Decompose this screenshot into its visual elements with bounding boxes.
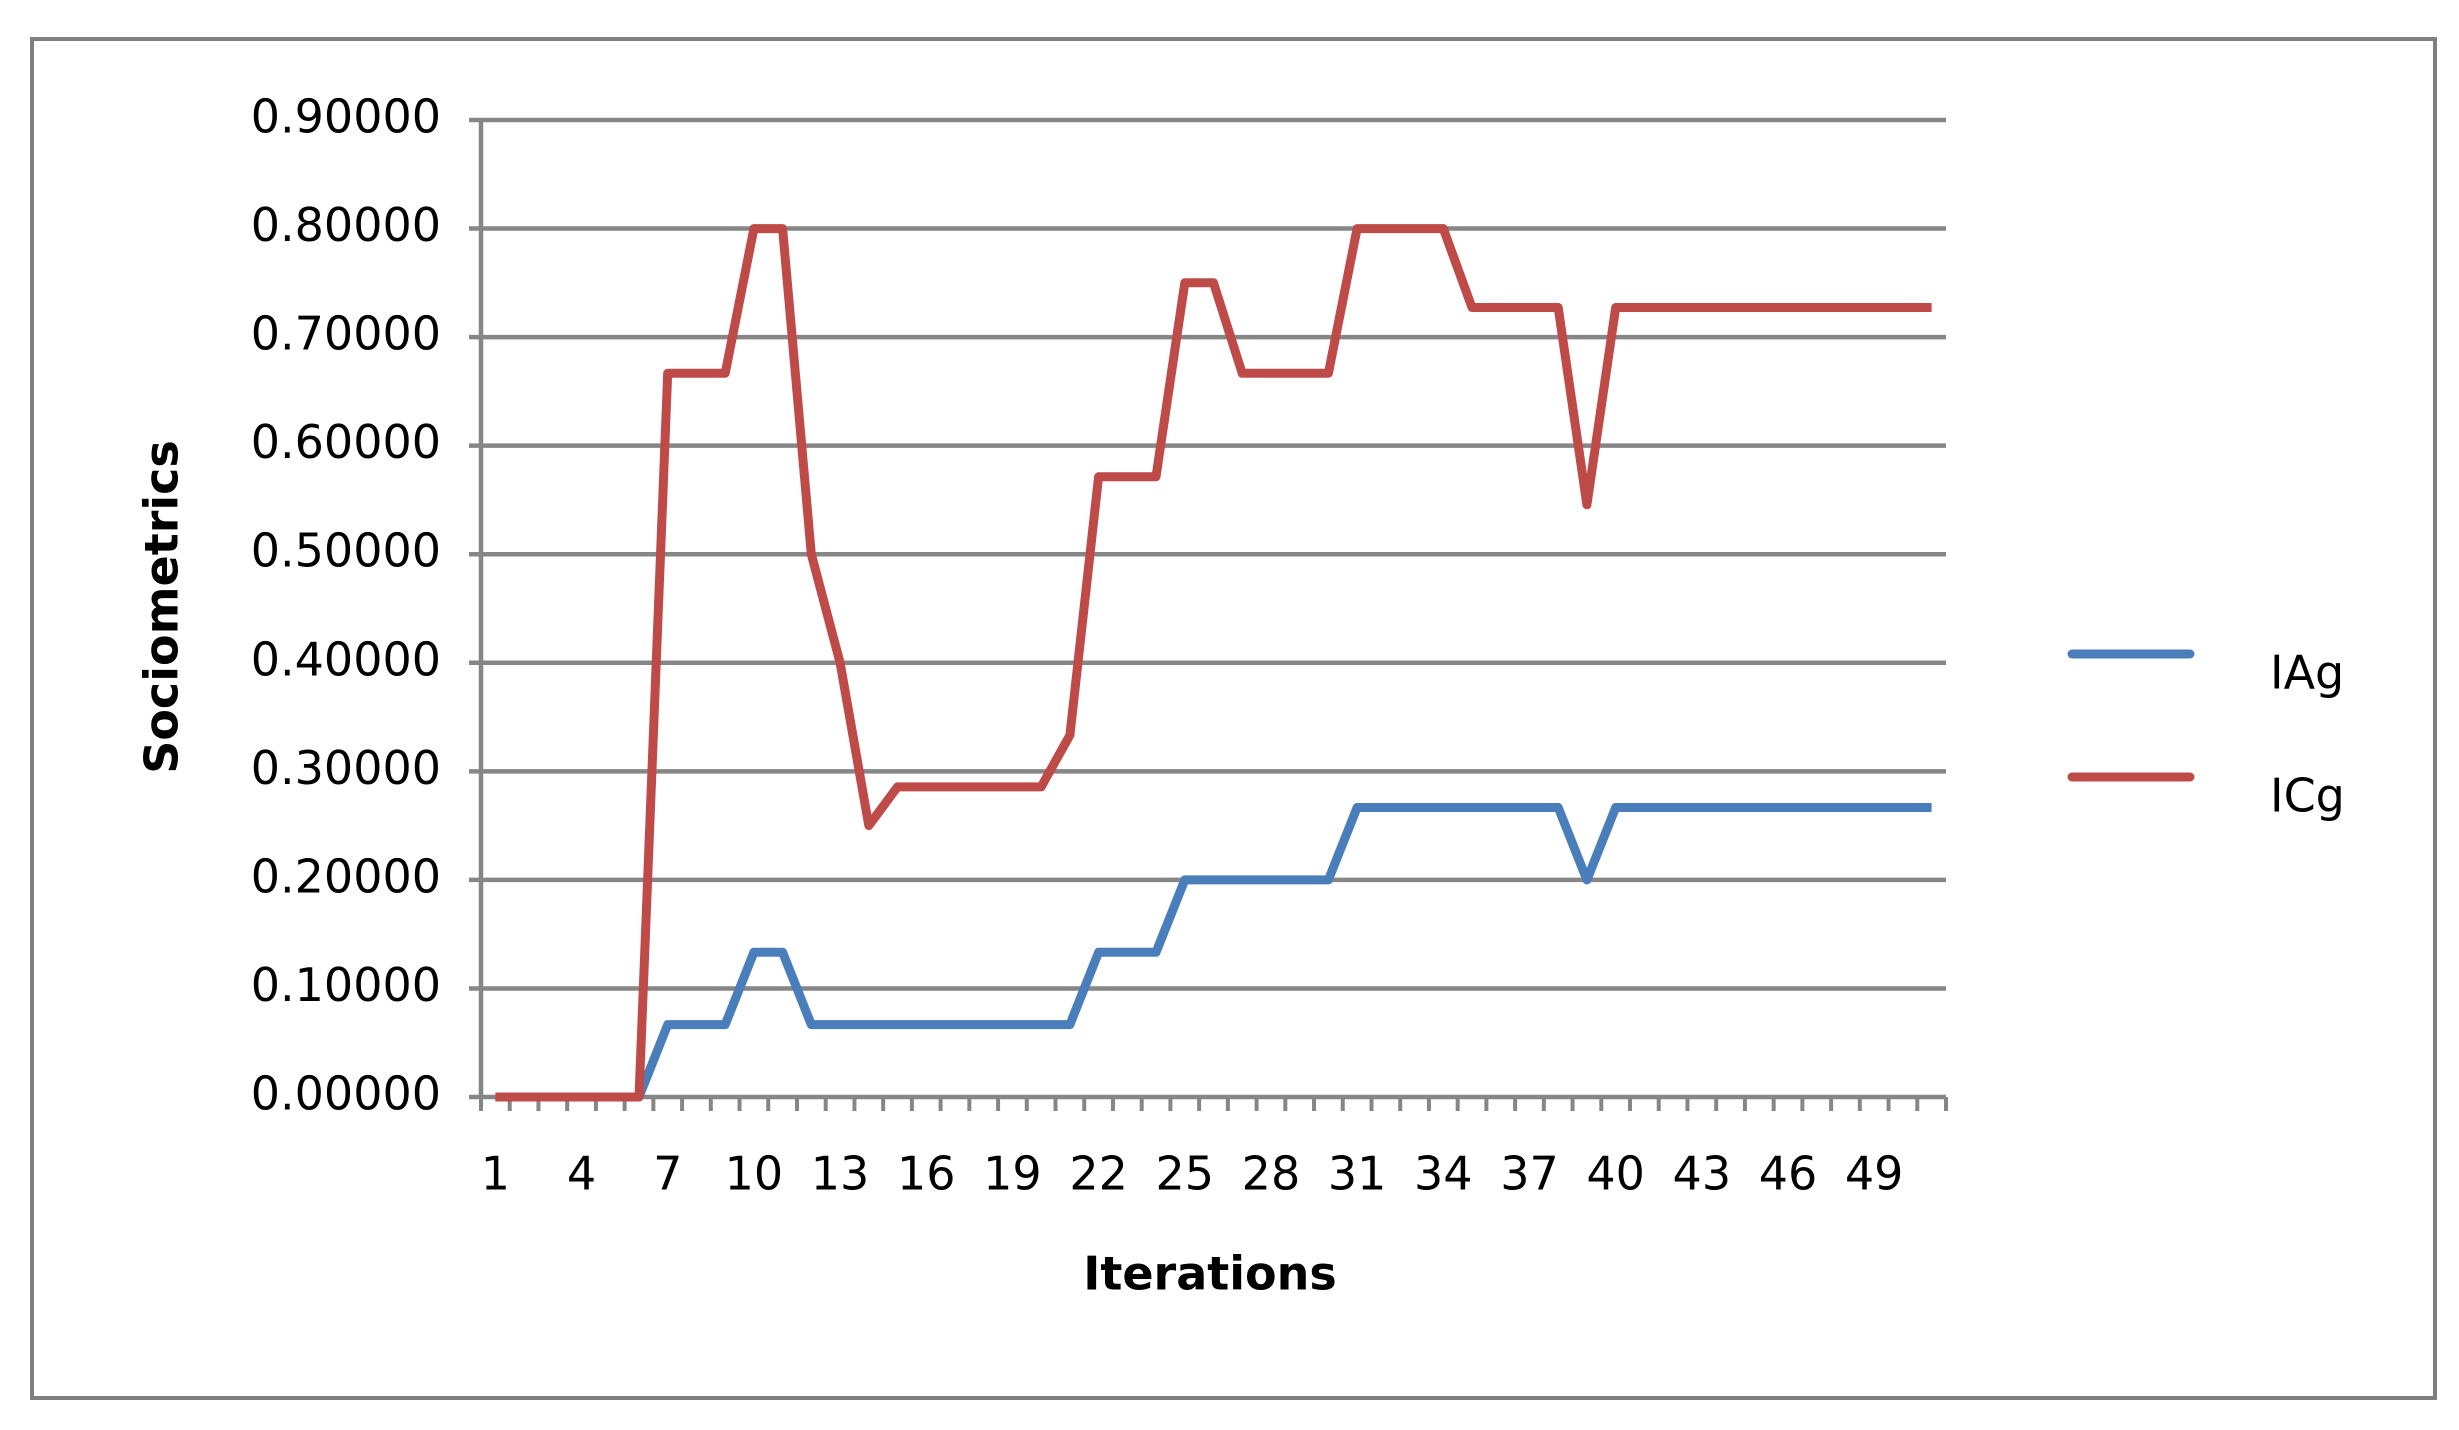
x-tick-label: 10	[725, 1147, 784, 1201]
y-tick-label: 0.30000	[251, 741, 441, 795]
data-line	[495, 224, 1932, 1102]
y-tick-label: 0.00000	[251, 1067, 441, 1121]
legend-label: ICg	[2270, 769, 2345, 823]
x-tick-label: 43	[1673, 1147, 1732, 1201]
y-axis-title: Sociometrics	[135, 440, 189, 774]
y-tick-label: 0.80000	[251, 198, 441, 252]
x-tick-label: 49	[1845, 1147, 1904, 1201]
x-tick-label: 31	[1328, 1147, 1387, 1201]
x-tick-label: 40	[1586, 1147, 1645, 1201]
chart-border	[30, 37, 2437, 1400]
x-tick-label: 37	[1500, 1147, 1559, 1201]
y-tick-label: 0.20000	[251, 849, 441, 903]
x-tick-label: 7	[653, 1147, 682, 1201]
y-tick-label: 0.10000	[251, 958, 441, 1012]
x-tick-label: 16	[897, 1147, 956, 1201]
x-axis-title: Iterations	[1083, 1247, 1337, 1301]
x-tick-label: 34	[1414, 1147, 1473, 1201]
legend-label: IAg	[2270, 646, 2344, 700]
y-tick-label: 0.90000	[251, 90, 441, 144]
y-tick-label: 0.40000	[251, 632, 441, 686]
y-tick-label: 0.70000	[251, 307, 441, 361]
x-tick-label: 22	[1069, 1147, 1128, 1201]
x-tick-label: 28	[1242, 1147, 1301, 1201]
x-tick-label: 19	[983, 1147, 1042, 1201]
x-tick-label: 13	[811, 1147, 870, 1201]
x-tick-label: 46	[1759, 1147, 1818, 1201]
x-tick-label: 1	[481, 1147, 510, 1201]
data-line	[495, 803, 1932, 1102]
x-tick-label: 25	[1156, 1147, 1215, 1201]
y-tick-label: 0.60000	[251, 415, 441, 469]
x-tick-label: 4	[567, 1147, 596, 1201]
y-tick-label: 0.50000	[251, 524, 441, 578]
